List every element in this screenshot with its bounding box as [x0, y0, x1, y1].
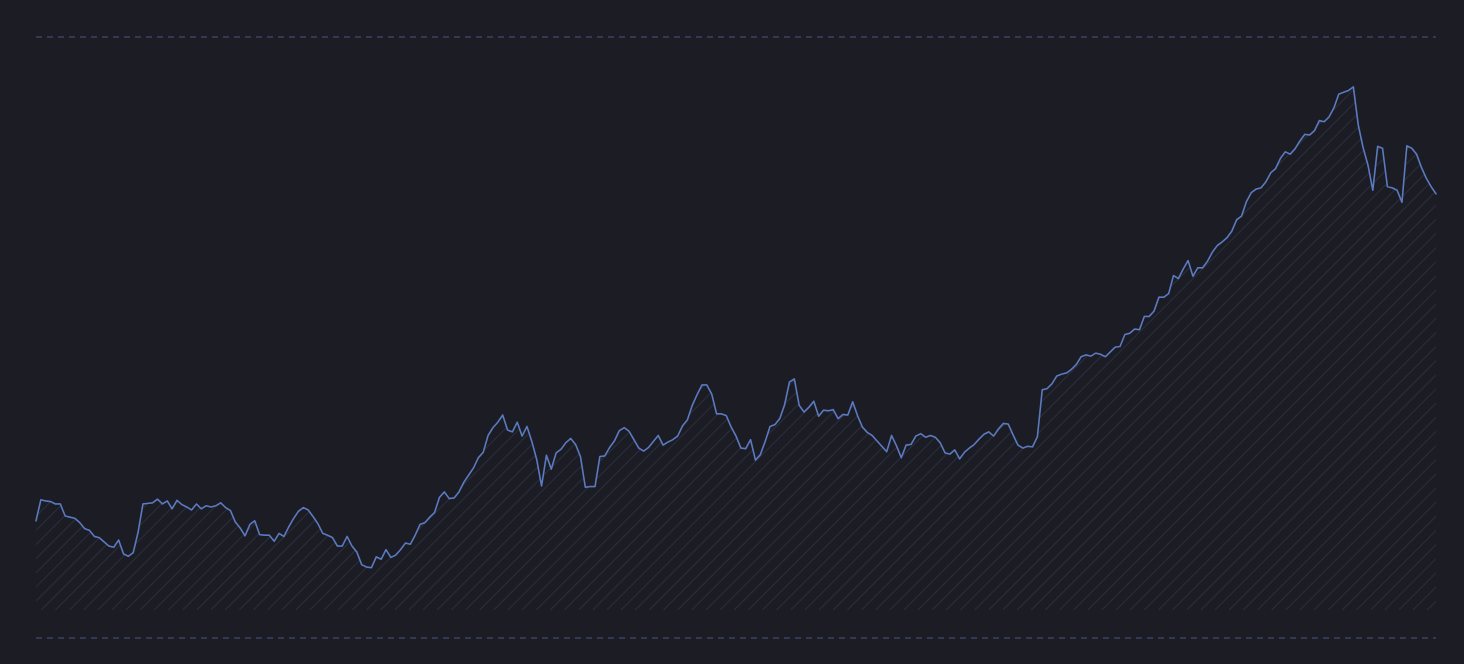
series-area-fill — [36, 86, 1436, 610]
series-line — [35, 86, 1437, 569]
